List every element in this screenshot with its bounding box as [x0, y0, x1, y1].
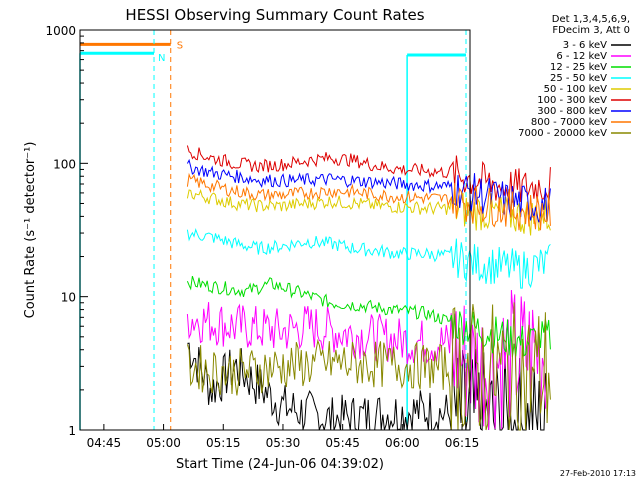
series-line-7	[186, 172, 551, 231]
legend: Det 1,3,4,5,6,9,FDecim 3, Att 0 3 - 6 keV…	[518, 14, 631, 139]
chart-title: HESSI Observing Summary Count Rates	[125, 6, 424, 24]
series-line-2	[186, 275, 551, 358]
y-tick-label: 100	[53, 157, 76, 171]
x-tick-label: 05:15	[206, 436, 241, 450]
legend-header-line: FDecim 3, Att 0	[552, 25, 630, 36]
y-tick-label: 1	[68, 424, 76, 438]
legend-entry-label: 50 - 100 keV	[544, 84, 608, 95]
legend-entry-label: 100 - 300 keV	[537, 95, 607, 106]
legend-entry-label: 3 - 6 keV	[563, 40, 607, 51]
plot-layer: SN	[79, 30, 551, 432]
footer-timestamp: 27-Feb-2010 17:13	[560, 469, 636, 478]
x-tick-label: 06:00	[385, 436, 420, 450]
x-axis-label: Start Time (24-Jun-06 04:39:02)	[176, 457, 384, 472]
x-tick-label: 06:15	[445, 436, 480, 450]
s-label: S	[177, 40, 183, 51]
x-tick-label: 04:45	[87, 436, 122, 450]
legend-header-line: Det 1,3,4,5,6,9,	[552, 14, 630, 25]
y-ticks: 1 10 100 1000	[45, 24, 88, 438]
y-tick-label: 10	[61, 291, 76, 305]
x-tick-label: 05:00	[146, 436, 181, 450]
legend-entry-label: 6 - 12 keV	[556, 51, 607, 62]
x-ticks: 04:45 05:00 05:15 05:30 05:45 06:00 06:15	[87, 424, 480, 450]
legend-entry-label: 7000 - 20000 keV	[518, 128, 607, 139]
n-label: N	[158, 53, 165, 64]
series-line-4	[186, 188, 551, 236]
legend-entry-label: 12 - 25 keV	[550, 62, 607, 73]
x-tick-label: 05:30	[266, 436, 301, 450]
series-line-6	[186, 158, 551, 223]
series-line-1	[186, 289, 547, 431]
plot-frame	[79, 29, 471, 431]
y-axis-label: Count Rate (s⁻¹ detector⁻¹)	[23, 142, 38, 319]
y-tick-label: 1000	[45, 24, 76, 38]
series-line-3	[186, 227, 551, 289]
x-tick-label: 05:45	[325, 436, 360, 450]
legend-entry-label: 300 - 800 keV	[537, 106, 607, 117]
series-line-8	[186, 302, 551, 431]
series-line-0	[187, 342, 547, 432]
series-line-5	[186, 145, 551, 203]
legend-entry-label: 25 - 50 keV	[550, 73, 607, 84]
legend-entry-label: 800 - 7000 keV	[531, 117, 607, 128]
